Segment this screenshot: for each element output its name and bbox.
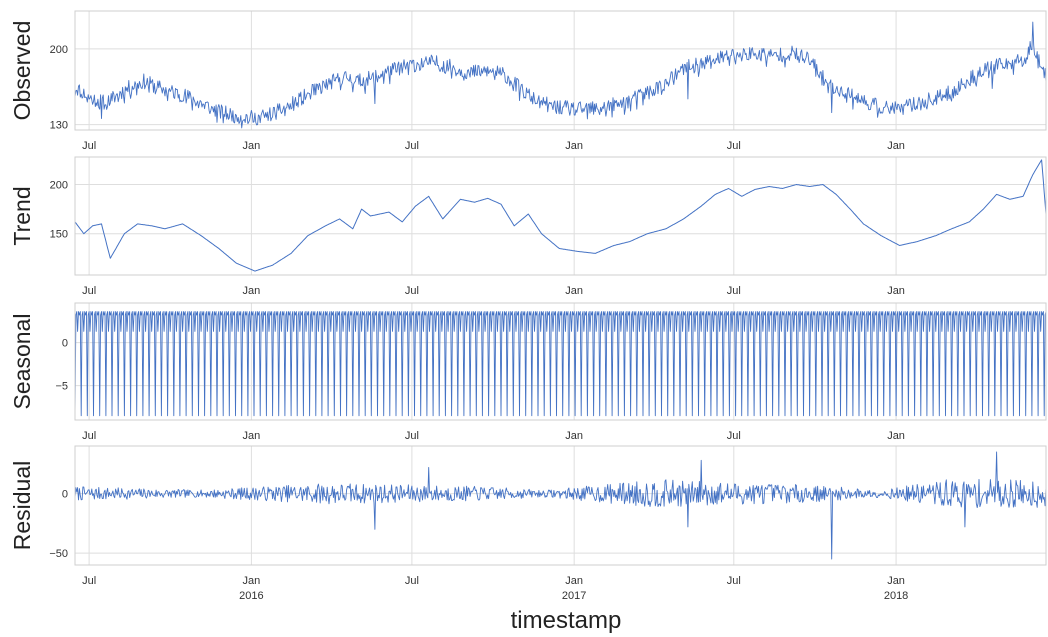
residual-series-line — [74, 451, 1047, 560]
x-tick-label: Jul — [405, 140, 419, 152]
panel-observed: 200 130 Jul Jan Jul Jan Jul Jan Observed — [9, 10, 1047, 152]
observed-y-axis-label: Observed — [9, 21, 35, 121]
y-tick-label: 200 — [50, 44, 68, 56]
plot-frame — [74, 10, 1047, 131]
x-tick-label: Jan — [243, 140, 261, 152]
panel-trend: 200 150 Jul Jan Jul Jan Jul Jan Trend — [9, 156, 1047, 297]
x-tick-label: Jan — [565, 285, 583, 297]
x-tick-label: Jul — [405, 285, 419, 297]
observed-series-line — [74, 21, 1047, 129]
plot-frame — [74, 445, 1047, 566]
y-tick-label: 0 — [62, 489, 68, 501]
trend-series-line — [74, 159, 1047, 272]
x-tick-label: Jan — [887, 285, 905, 297]
x-tick-label: Jan — [887, 140, 905, 152]
plot-background — [75, 303, 1046, 420]
x-tick-label: Jul — [82, 140, 96, 152]
x-tick-label: Jan — [565, 575, 583, 587]
x-tick-label: Jan — [565, 430, 583, 442]
x-tick-year-label: 2018 — [884, 590, 908, 602]
plot-frame — [74, 302, 1047, 421]
x-tick-label: Jul — [727, 140, 741, 152]
y-tick-label: −50 — [49, 548, 68, 560]
x-tick-label: Jan — [243, 285, 261, 297]
x-tick-label: Jan — [243, 575, 261, 587]
x-tick-label: Jul — [727, 575, 741, 587]
x-tick-label: Jul — [405, 430, 419, 442]
x-tick-label: Jul — [727, 285, 741, 297]
y-tick-label: 130 — [50, 120, 68, 132]
x-tick-label: Jul — [405, 575, 419, 587]
x-tick-label: Jul — [82, 285, 96, 297]
plot-frame — [74, 156, 1047, 276]
x-tick-year-label: 2016 — [239, 590, 263, 602]
x-tick-label: Jan — [243, 430, 261, 442]
y-tick-label: 200 — [50, 180, 68, 192]
x-tick-label: Jul — [82, 430, 96, 442]
panel-seasonal: 0 −5 Jul Jan Jul Jan Jul Jan Seasonal — [9, 302, 1047, 442]
x-tick-label: Jan — [887, 430, 905, 442]
x-tick-label: Jul — [727, 430, 741, 442]
y-tick-label: 0 — [62, 338, 68, 350]
seasonal-y-axis-label: Seasonal — [9, 314, 35, 410]
x-tick-label: Jan — [887, 575, 905, 587]
plot-background — [75, 446, 1046, 565]
plot-background — [75, 157, 1046, 275]
y-tick-label: 150 — [50, 229, 68, 241]
residual-y-axis-label: Residual — [9, 461, 35, 551]
x-tick-label: Jul — [82, 575, 96, 587]
x-tick-label: Jan — [565, 140, 583, 152]
x-axis-label: timestamp — [511, 607, 622, 634]
trend-y-axis-label: Trend — [9, 186, 35, 245]
y-tick-label: −5 — [55, 381, 68, 393]
seasonal-series-line — [74, 311, 1047, 417]
x-tick-year-label: 2017 — [562, 590, 586, 602]
panels-layer: 200 130 Jul Jan Jul Jan Jul Jan Observed 200 150 Ju… — [9, 10, 1047, 602]
panel-residual: 0 −50 Jul Jan 2016 Jul Jan 2017 Jul Jan 2018 Residu… — [9, 445, 1047, 602]
